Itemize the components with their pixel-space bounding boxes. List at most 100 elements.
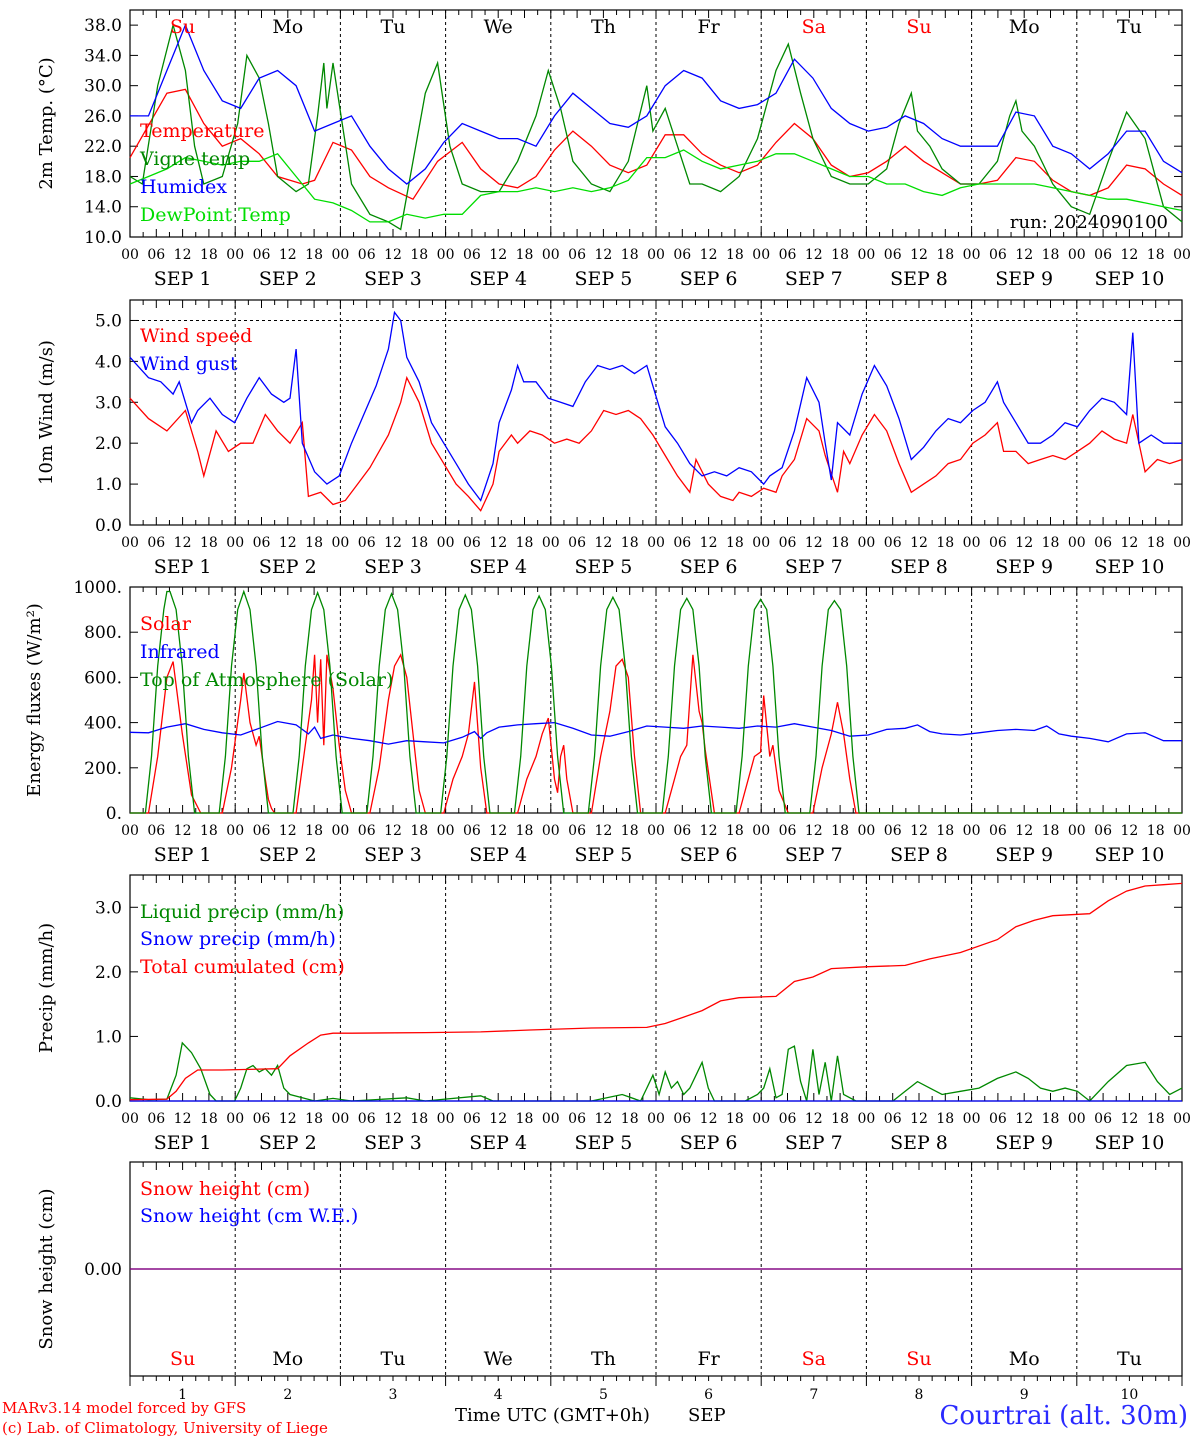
date-label: SEP 5 [574, 844, 632, 866]
series-line-liquid-precip-mm-h- [129, 1041, 1183, 1102]
date-label: SEP 4 [469, 556, 527, 578]
hour-label: 06 [1094, 1111, 1112, 1127]
series-line-dewpoint-temp [129, 149, 1183, 223]
y-tick-label: 600. [84, 668, 122, 688]
date-label: SEP 7 [785, 268, 843, 290]
hour-label: 18 [410, 1111, 428, 1127]
hour-label: 06 [779, 535, 797, 551]
hour-label: 00 [437, 535, 455, 551]
hour-label: 06 [253, 247, 271, 263]
hour-label: 06 [253, 1111, 271, 1127]
hour-label: 12 [174, 1111, 192, 1127]
day-name-label: Tu [381, 1348, 406, 1370]
y-tick-label: 34.0 [84, 46, 122, 66]
hour-label: 12 [700, 247, 718, 263]
legend-entry: Solar [140, 613, 192, 635]
hour-label: 00 [857, 823, 875, 839]
day-name-label: Mo [272, 16, 303, 38]
day-name-label: Sa [802, 16, 826, 38]
y-tick-label: 200. [84, 759, 122, 779]
hour-label: 18 [831, 535, 849, 551]
y-tick-label: 0.0 [95, 516, 122, 536]
hour-label: 18 [726, 1111, 744, 1127]
date-label: SEP 8 [890, 1132, 948, 1154]
date-label: SEP 10 [1094, 556, 1164, 578]
hour-label: 12 [174, 247, 192, 263]
hour-label: 00 [647, 1111, 665, 1127]
hour-label: 12 [279, 823, 297, 839]
hour-label: 00 [857, 535, 875, 551]
y-tick-label: 3.0 [95, 393, 122, 413]
hour-label: 06 [568, 535, 586, 551]
hour-label: 18 [936, 823, 954, 839]
day-name-label: Su [906, 1348, 931, 1370]
hour-label: 00 [1068, 247, 1086, 263]
date-label: SEP 4 [469, 1132, 527, 1154]
hour-label: 18 [200, 535, 218, 551]
hour-label: 12 [1015, 247, 1033, 263]
hour-label: 12 [910, 1111, 928, 1127]
x-axis-title: Time UTC (GMT+0h) [455, 1405, 650, 1426]
date-label: SEP 6 [680, 268, 738, 290]
day-name-label: We [484, 1348, 513, 1370]
hour-label: 00 [542, 823, 560, 839]
hour-label: 06 [358, 823, 376, 839]
date-label: SEP 3 [364, 1132, 422, 1154]
day-name-label: Mo [1009, 1348, 1040, 1370]
y-tick-label: 0.00 [84, 1260, 122, 1280]
y-tick-label: 1000. [73, 578, 122, 598]
hour-label: 18 [726, 247, 744, 263]
hour-label: 12 [594, 535, 612, 551]
hour-label: 12 [594, 823, 612, 839]
hour-label: 18 [621, 1111, 639, 1127]
y-tick-label: 22.0 [84, 137, 122, 157]
date-label: SEP 5 [574, 268, 632, 290]
y-axis-label: Snow height (cm) [36, 1188, 57, 1349]
hour-label: 12 [805, 247, 823, 263]
y-tick-label: 14.0 [84, 198, 122, 218]
day-number-label: 6 [704, 1387, 713, 1403]
hour-label: 06 [358, 1111, 376, 1127]
hour-label: 06 [1094, 535, 1112, 551]
hour-label: 18 [831, 247, 849, 263]
hour-label: 18 [1147, 535, 1165, 551]
hour-label: 18 [410, 247, 428, 263]
hour-label: 00 [963, 1111, 981, 1127]
legend-entry: Snow precip (mm/h) [140, 928, 336, 950]
day-name-label: Fr [697, 16, 720, 38]
hour-label: 18 [1147, 1111, 1165, 1127]
legend-entry: Liquid precip (mm/h) [140, 901, 344, 923]
day-name-label: Th [591, 1348, 616, 1370]
hour-label: 00 [752, 1111, 770, 1127]
hour-label: 06 [884, 247, 902, 263]
hour-label: 00 [963, 823, 981, 839]
date-label: SEP 6 [680, 556, 738, 578]
day-number-label: 1 [178, 1387, 187, 1403]
date-label: SEP 1 [154, 1132, 212, 1154]
hour-label: 18 [1042, 1111, 1060, 1127]
day-name-label: Su [906, 16, 931, 38]
hour-label: 18 [936, 535, 954, 551]
hour-label: 00 [226, 1111, 244, 1127]
date-label: SEP 7 [785, 1132, 843, 1154]
y-tick-label: 3.0 [95, 898, 122, 918]
legend-entry: Temperature [140, 120, 264, 142]
day-name-label: Th [591, 16, 616, 38]
hour-label: 06 [463, 535, 481, 551]
hour-label: 06 [989, 1111, 1007, 1127]
hour-label: 18 [516, 247, 534, 263]
hour-label: 06 [463, 1111, 481, 1127]
hour-label: 00 [647, 535, 665, 551]
hour-label: 06 [989, 823, 1007, 839]
hour-label: 06 [779, 247, 797, 263]
day-number-label: 7 [809, 1387, 818, 1403]
hour-label: 18 [410, 823, 428, 839]
hour-label: 00 [331, 823, 349, 839]
hour-label: 12 [489, 823, 507, 839]
hour-label: 00 [857, 1111, 875, 1127]
hour-label: 00 [331, 1111, 349, 1127]
date-label: SEP 2 [259, 556, 317, 578]
hour-label: 00 [121, 247, 139, 263]
hour-label: 12 [384, 247, 402, 263]
